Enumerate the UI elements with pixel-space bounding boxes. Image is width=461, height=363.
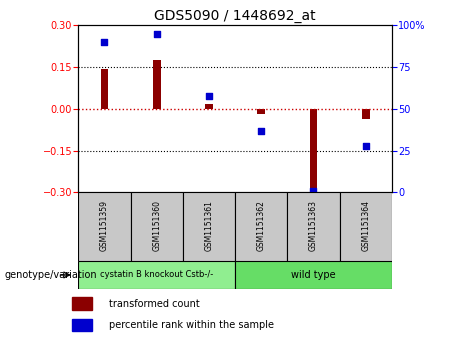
Bar	[235, 261, 392, 289]
Text: GSM1151362: GSM1151362	[257, 200, 266, 251]
Bar	[183, 192, 235, 261]
Point	[310, 188, 317, 193]
Bar	[340, 192, 392, 261]
Bar	[78, 192, 130, 261]
Bar	[362, 109, 370, 119]
Bar	[257, 109, 265, 114]
Bar	[235, 192, 287, 261]
Text: GSM1151363: GSM1151363	[309, 200, 318, 251]
Text: GSM1151359: GSM1151359	[100, 200, 109, 251]
Bar	[72, 297, 92, 310]
Bar	[310, 109, 317, 188]
Bar	[72, 319, 92, 331]
Text: cystatin B knockout Cstb-/-: cystatin B knockout Cstb-/-	[100, 270, 213, 280]
Point	[362, 143, 369, 148]
Bar	[205, 104, 213, 109]
Bar	[153, 60, 160, 109]
Point	[205, 93, 213, 98]
Point	[101, 39, 108, 45]
Text: transformed count: transformed count	[109, 298, 200, 309]
Text: wild type: wild type	[291, 270, 336, 280]
Point	[258, 128, 265, 134]
Text: genotype/variation: genotype/variation	[5, 270, 97, 280]
Text: GSM1151360: GSM1151360	[152, 200, 161, 251]
Text: percentile rank within the sample: percentile rank within the sample	[109, 320, 274, 330]
Bar	[130, 192, 183, 261]
Title: GDS5090 / 1448692_at: GDS5090 / 1448692_at	[154, 9, 316, 23]
Text: GSM1151361: GSM1151361	[205, 200, 213, 251]
Text: GSM1151364: GSM1151364	[361, 200, 370, 251]
Bar	[100, 69, 108, 109]
Bar	[78, 261, 235, 289]
Point	[153, 31, 160, 37]
Bar	[287, 192, 340, 261]
